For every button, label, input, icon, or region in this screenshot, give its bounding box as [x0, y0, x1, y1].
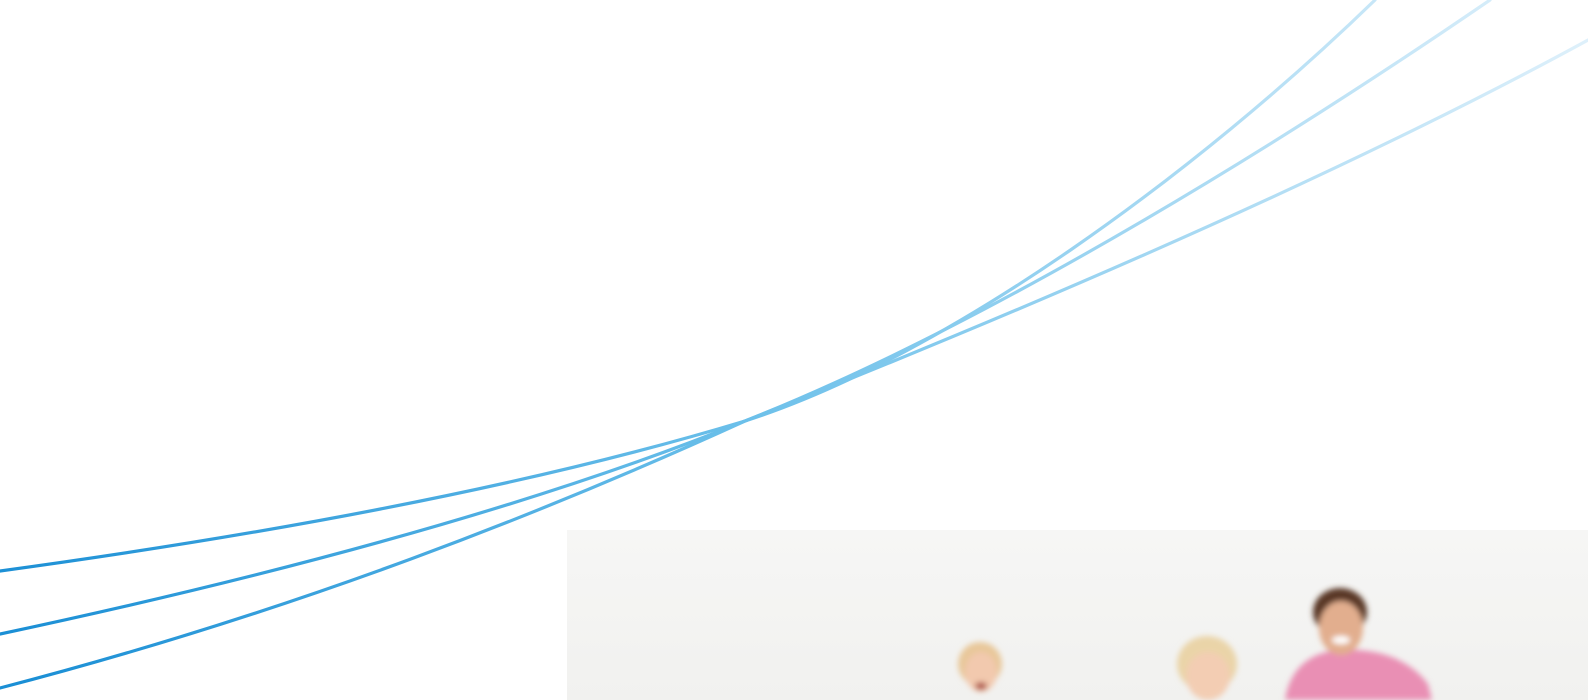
curve — [0, 0, 1375, 571]
person-smile — [1332, 636, 1350, 644]
person-face — [1319, 601, 1363, 655]
photo — [567, 530, 1588, 700]
person-mouth — [975, 682, 987, 690]
page — [0, 0, 1588, 700]
person-face — [1186, 652, 1230, 700]
photo-background — [567, 530, 1588, 700]
banner — [0, 0, 1588, 700]
